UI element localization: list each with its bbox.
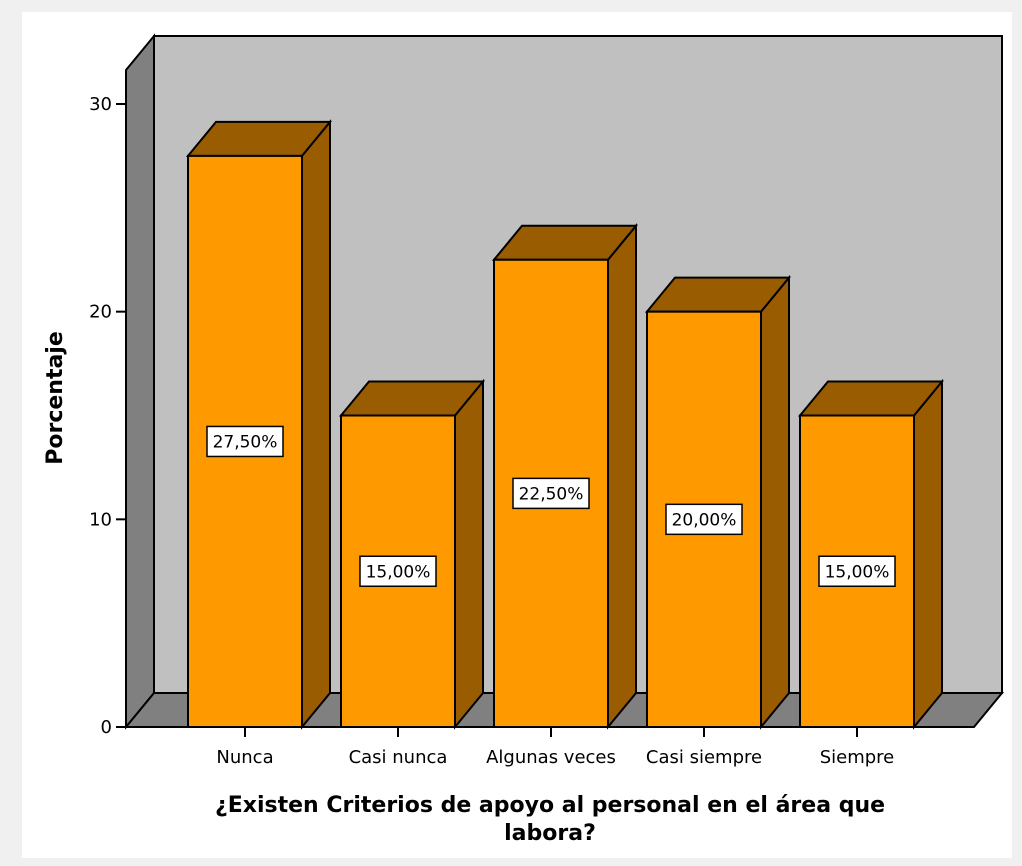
data-label: 20,00% xyxy=(672,510,737,530)
bar: 22,50% xyxy=(491,222,639,730)
x-tick-label: Nunca xyxy=(216,747,273,768)
x-tick-label: Siempre xyxy=(820,747,895,768)
bar-side-face xyxy=(301,119,331,730)
x-axis: Nunca Casi nunca Algunas veces Casi siempre… xyxy=(216,727,894,768)
y-axis: 0 10 20 30 xyxy=(89,94,126,738)
x-axis-label-line-2: labora? xyxy=(504,821,596,846)
bars: 27,50% 15,00% 22,50% 20,00% 15,00% xyxy=(185,119,945,730)
bar-side-face xyxy=(913,378,943,730)
bar-side-face xyxy=(607,222,637,730)
data-label-box xyxy=(206,425,284,458)
data-label: 27,50% xyxy=(213,432,278,452)
side-wall xyxy=(125,33,155,730)
x-tick-label: Casi nunca xyxy=(349,747,448,768)
data-label-box xyxy=(512,477,590,510)
y-tick-label: 30 xyxy=(89,94,112,115)
data-label: 22,50% xyxy=(519,484,584,504)
x-tick-label: Casi siempre xyxy=(646,747,762,768)
bar-side-face xyxy=(760,274,790,730)
x-axis-label-line-1: ¿Existen Criterios de apoyo al personal … xyxy=(215,793,885,818)
data-label: 15,00% xyxy=(825,562,890,582)
bar: 27,50% xyxy=(185,119,333,730)
data-label-box xyxy=(818,555,896,587)
bar: 15,00% xyxy=(797,378,945,730)
y-tick-label: 20 xyxy=(89,302,112,323)
data-label-box xyxy=(665,503,743,536)
bar-side-face xyxy=(454,378,484,730)
bar: 20,00% xyxy=(644,274,792,730)
y-tick-label: 10 xyxy=(89,509,112,530)
x-tick-label: Algunas veces xyxy=(486,747,616,768)
bar: 15,00% xyxy=(338,378,486,730)
data-label: 15,00% xyxy=(366,562,431,582)
y-axis-label: Porcentaje xyxy=(43,331,68,465)
data-label-box xyxy=(359,555,437,587)
y-tick-label: 0 xyxy=(101,717,112,738)
